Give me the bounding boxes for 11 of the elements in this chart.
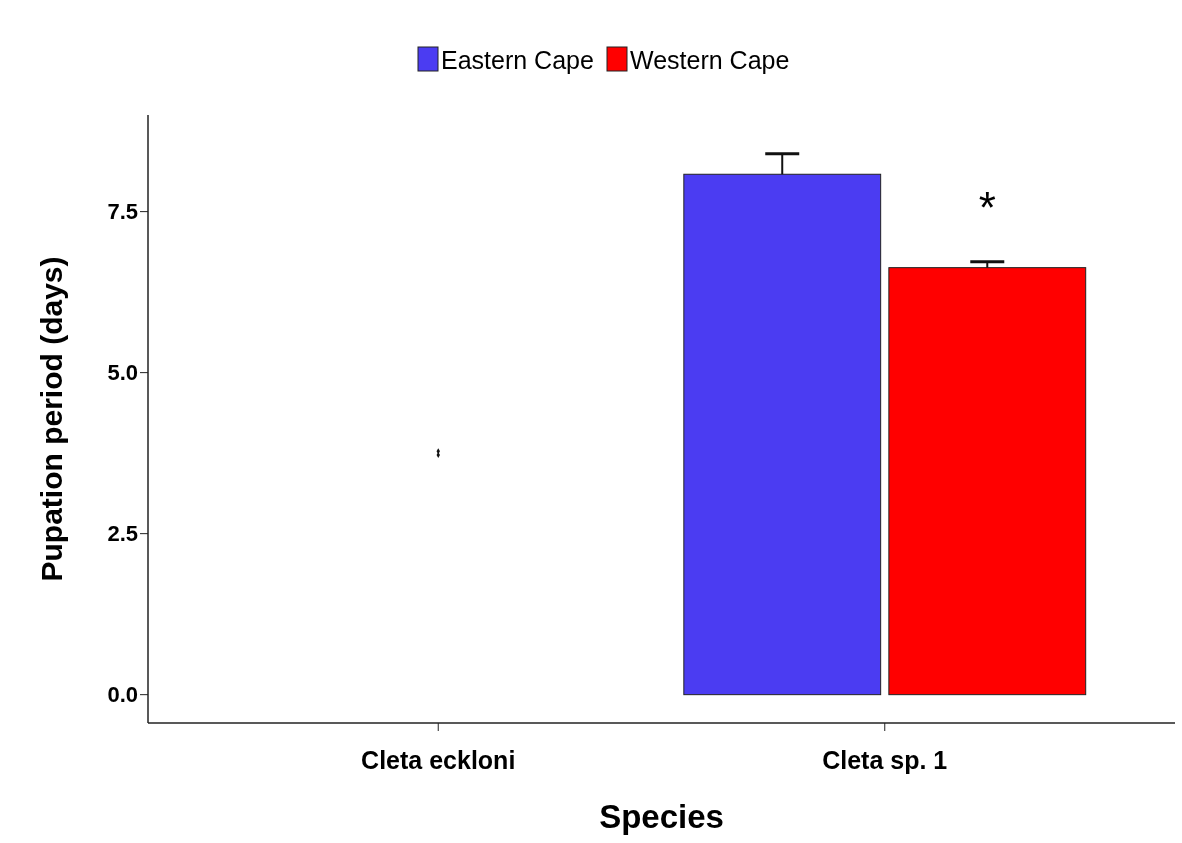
legend-label: Western Cape	[630, 45, 790, 74]
annotation: *	[978, 183, 996, 233]
y-tick-label: 5.0	[107, 360, 138, 386]
x-tick-label: Cleta eckloni	[361, 746, 516, 774]
y-tick-label: 2.5	[107, 521, 138, 547]
y-tick-label: 0.0	[107, 682, 138, 708]
x-axis-title: Species	[599, 798, 724, 835]
legend-label: Eastern Cape	[441, 45, 594, 74]
y-axis-title: Pupation period (days)	[35, 256, 68, 582]
y-tick-label: 7.5	[107, 199, 138, 225]
x-tick-label: Cleta sp. 1	[822, 746, 948, 774]
